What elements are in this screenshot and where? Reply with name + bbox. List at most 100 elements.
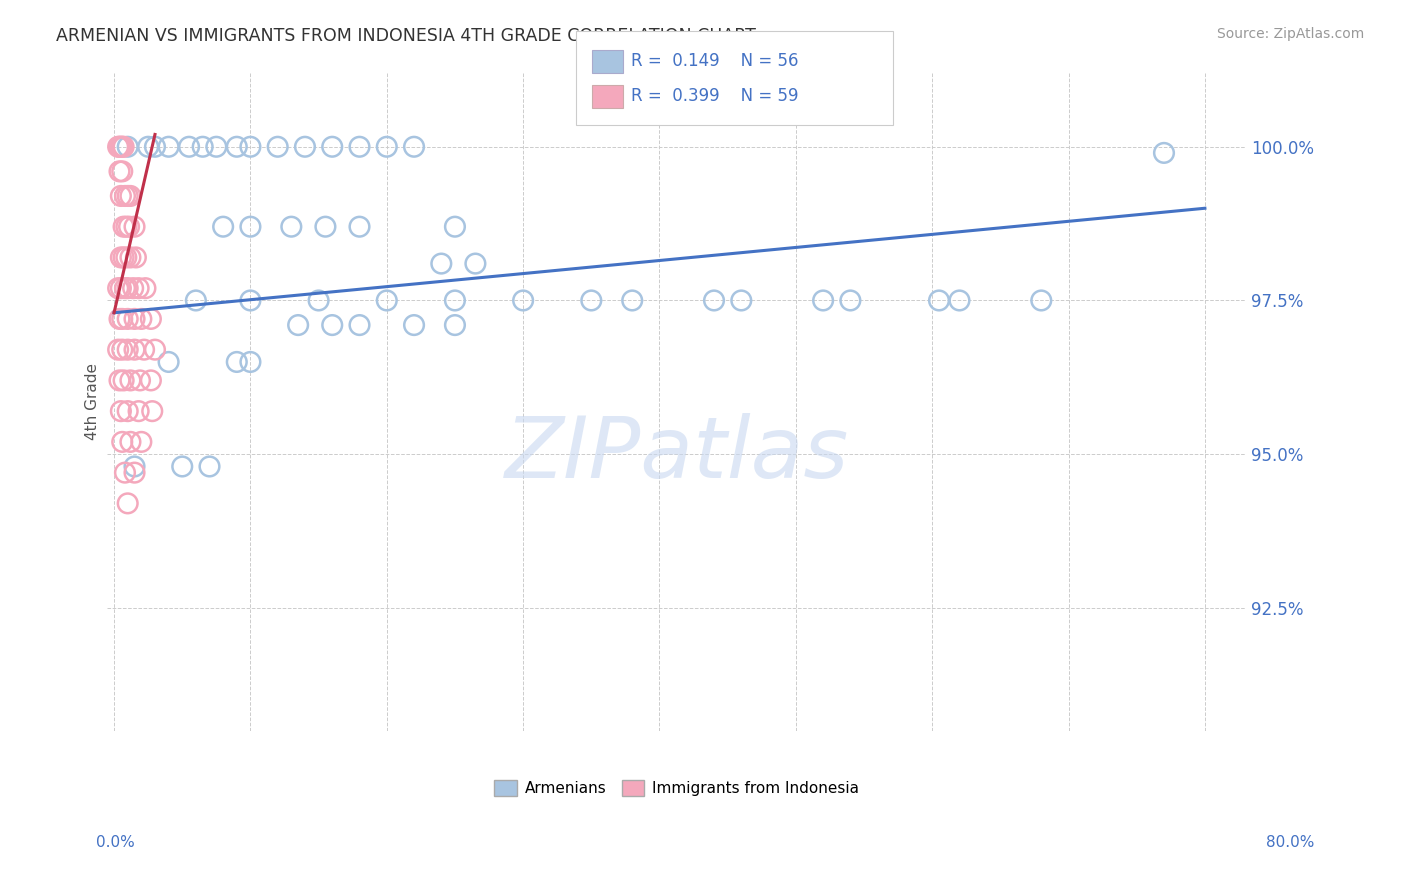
Immigrants from Indonesia: [108, 164, 131, 178]
Armenians: [402, 318, 425, 332]
Text: ARMENIAN VS IMMIGRANTS FROM INDONESIA 4TH GRADE CORRELATION CHART: ARMENIAN VS IMMIGRANTS FROM INDONESIA 4T…: [56, 27, 756, 45]
Immigrants from Indonesia: [117, 312, 139, 326]
Armenians: [136, 140, 159, 154]
Armenians: [143, 140, 166, 154]
Armenians: [928, 293, 950, 308]
Immigrants from Indonesia: [111, 164, 134, 178]
Armenians: [124, 459, 146, 474]
Immigrants from Indonesia: [111, 343, 134, 357]
Immigrants from Indonesia: [114, 466, 136, 480]
Immigrants from Indonesia: [134, 281, 156, 295]
Immigrants from Indonesia: [118, 219, 141, 234]
Immigrants from Indonesia: [110, 281, 132, 295]
Armenians: [1031, 293, 1053, 308]
Immigrants from Indonesia: [131, 434, 153, 449]
Immigrants from Indonesia: [117, 281, 139, 295]
Armenians: [157, 140, 180, 154]
Immigrants from Indonesia: [112, 373, 135, 387]
Immigrants from Indonesia: [120, 373, 142, 387]
Immigrants from Indonesia: [143, 343, 166, 357]
Armenians: [294, 140, 316, 154]
Armenians: [703, 293, 725, 308]
Immigrants from Indonesia: [124, 466, 146, 480]
Armenians: [430, 256, 453, 270]
Armenians: [184, 293, 207, 308]
Immigrants from Indonesia: [114, 189, 136, 203]
Immigrants from Indonesia: [120, 434, 142, 449]
Immigrants from Indonesia: [107, 140, 129, 154]
Armenians: [512, 293, 534, 308]
Armenians: [267, 140, 290, 154]
Immigrants from Indonesia: [128, 404, 150, 418]
Armenians: [225, 140, 247, 154]
Armenians: [177, 140, 200, 154]
Armenians: [444, 293, 467, 308]
Immigrants from Indonesia: [108, 373, 131, 387]
Immigrants from Indonesia: [107, 343, 129, 357]
Immigrants from Indonesia: [124, 343, 146, 357]
Immigrants from Indonesia: [110, 251, 132, 265]
Immigrants from Indonesia: [122, 281, 145, 295]
Armenians: [375, 140, 398, 154]
Armenians: [205, 140, 228, 154]
Armenians: [239, 219, 262, 234]
Armenians: [198, 459, 221, 474]
Armenians: [239, 140, 262, 154]
Armenians: [839, 293, 862, 308]
Text: 80.0%: 80.0%: [1267, 836, 1315, 850]
Armenians: [287, 318, 309, 332]
Immigrants from Indonesia: [117, 189, 139, 203]
Armenians: [349, 318, 371, 332]
Armenians: [239, 355, 262, 369]
Immigrants from Indonesia: [111, 140, 134, 154]
Armenians: [321, 318, 343, 332]
Text: Source: ZipAtlas.com: Source: ZipAtlas.com: [1216, 27, 1364, 41]
Immigrants from Indonesia: [110, 140, 132, 154]
Immigrants from Indonesia: [124, 219, 146, 234]
Armenians: [349, 219, 371, 234]
Immigrants from Indonesia: [112, 140, 135, 154]
Immigrants from Indonesia: [115, 251, 138, 265]
Immigrants from Indonesia: [120, 251, 142, 265]
Armenians: [280, 219, 302, 234]
Armenians: [321, 140, 343, 154]
Immigrants from Indonesia: [131, 312, 153, 326]
Armenians: [157, 355, 180, 369]
Immigrants from Indonesia: [124, 312, 146, 326]
Armenians: [375, 293, 398, 308]
Armenians: [464, 256, 486, 270]
Y-axis label: 4th Grade: 4th Grade: [86, 363, 100, 441]
Immigrants from Indonesia: [120, 189, 142, 203]
Armenians: [308, 293, 330, 308]
Armenians: [811, 293, 834, 308]
Immigrants from Indonesia: [117, 404, 139, 418]
Immigrants from Indonesia: [110, 189, 132, 203]
Armenians: [117, 140, 139, 154]
Armenians: [730, 293, 752, 308]
Armenians: [444, 318, 467, 332]
Armenians: [239, 293, 262, 308]
Immigrants from Indonesia: [128, 281, 150, 295]
Armenians: [212, 219, 235, 234]
Armenians: [1153, 145, 1175, 160]
Armenians: [225, 355, 247, 369]
Text: R =  0.399    N = 59: R = 0.399 N = 59: [631, 87, 799, 105]
Immigrants from Indonesia: [107, 281, 129, 295]
Text: 0.0%: 0.0%: [96, 836, 135, 850]
Immigrants from Indonesia: [129, 373, 152, 387]
Armenians: [349, 140, 371, 154]
Immigrants from Indonesia: [141, 404, 163, 418]
Immigrants from Indonesia: [111, 312, 134, 326]
Armenians: [172, 459, 194, 474]
Immigrants from Indonesia: [112, 219, 135, 234]
Text: ZIPatlas: ZIPatlas: [505, 413, 849, 496]
Immigrants from Indonesia: [108, 140, 131, 154]
Armenians: [444, 219, 467, 234]
Immigrants from Indonesia: [108, 312, 131, 326]
Immigrants from Indonesia: [117, 496, 139, 510]
Immigrants from Indonesia: [117, 343, 139, 357]
Immigrants from Indonesia: [132, 343, 155, 357]
Legend: Armenians, Immigrants from Indonesia: Armenians, Immigrants from Indonesia: [488, 774, 865, 802]
Armenians: [948, 293, 970, 308]
Immigrants from Indonesia: [114, 281, 136, 295]
